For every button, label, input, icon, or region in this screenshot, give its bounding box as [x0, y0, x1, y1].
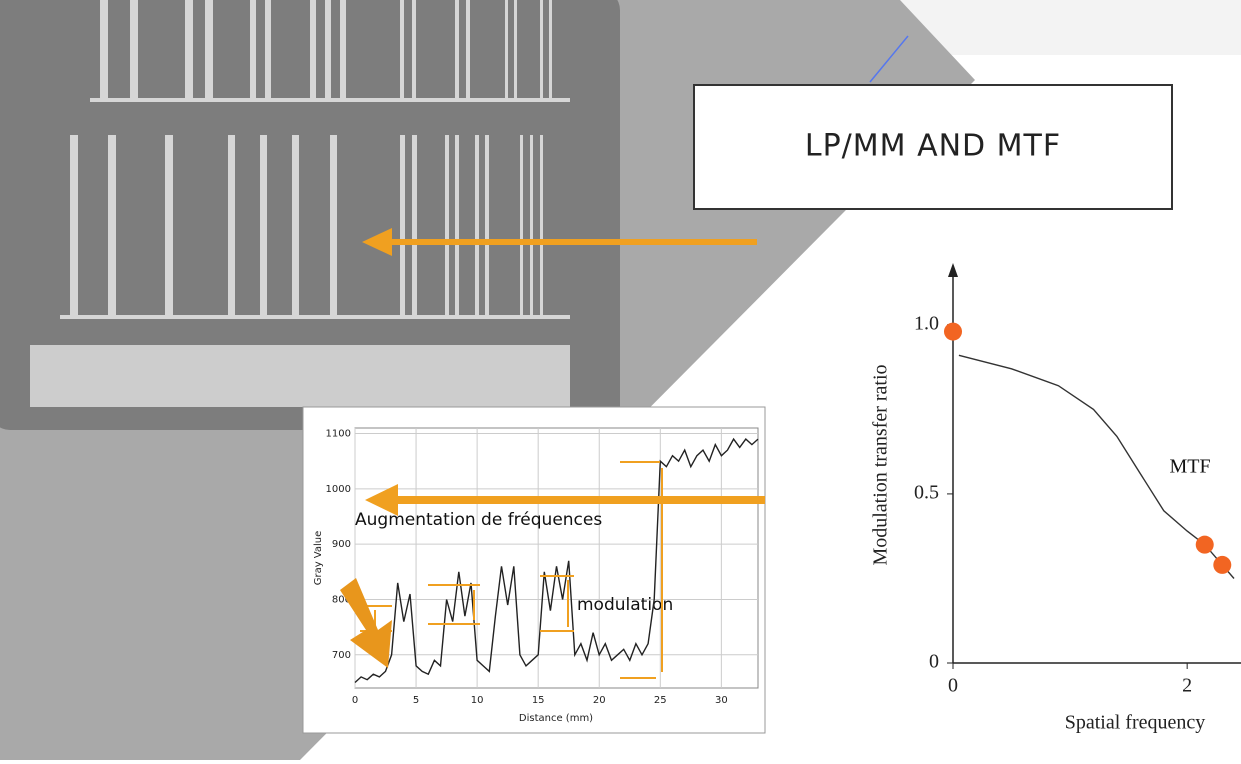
x-tick-label: 25 [654, 695, 667, 706]
y-tick-label: 1100 [326, 429, 351, 440]
y-axis-label: Modulation transfer ratio [870, 364, 892, 565]
y-tick-label: 700 [332, 650, 351, 661]
slide-title: LP/MM AND MTF [805, 129, 1061, 164]
x-axis-label: Distance (mm) [519, 713, 593, 724]
x-tick-label: 15 [532, 695, 545, 706]
slide: LP/MM AND MTF 70080090010001100051015202… [0, 0, 1241, 760]
y-tick-label: 1.0 [914, 312, 939, 334]
x-tick-label: 0 [948, 675, 958, 697]
x-tick-label: 0 [352, 695, 358, 706]
profile-panel [303, 407, 765, 733]
x-tick-label: 20 [593, 695, 606, 706]
data-point [944, 323, 962, 341]
x-tick-label: 5 [413, 695, 419, 706]
data-point [1196, 536, 1214, 554]
x-axis-label: Spatial frequency [1065, 712, 1206, 734]
y-tick-label: 0 [929, 651, 939, 673]
data-point [1213, 556, 1231, 574]
y-axis-label: Gray Value [313, 531, 324, 586]
y-tick-label: 1000 [326, 484, 351, 495]
page: LP/MM AND MTF 70080090010001100051015202… [0, 0, 1241, 760]
annotation: modulation [577, 595, 673, 615]
y-tick-label: 0.5 [914, 482, 939, 504]
x-tick-label: 30 [715, 695, 728, 706]
y-tick-label: 900 [332, 539, 351, 550]
x-tick-label: 2 [1182, 675, 1192, 697]
x-tick-label: 10 [471, 695, 484, 706]
annotation: MTF [1169, 456, 1210, 478]
